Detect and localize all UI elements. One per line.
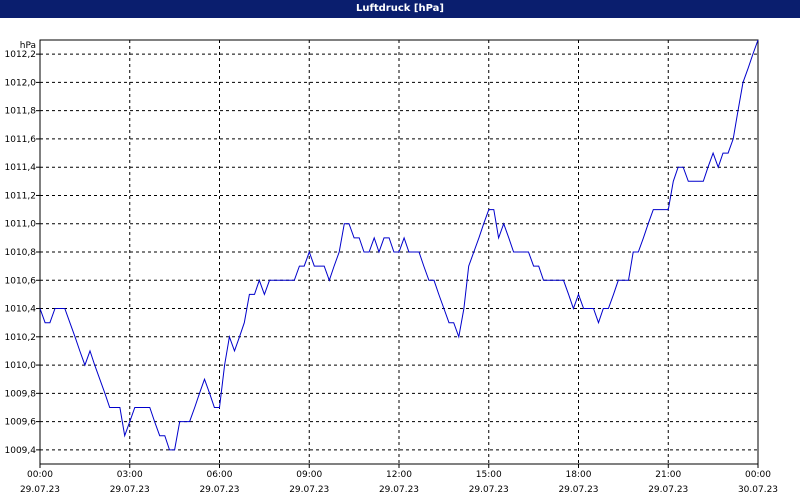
x-tick-date: 29.07.23	[110, 485, 150, 495]
y-tick-label: 1010,4	[5, 305, 37, 315]
series	[39, 39, 759, 451]
x-tick-date: 29.07.23	[379, 485, 419, 495]
y-tick-label: 1011,4	[5, 163, 37, 173]
x-tick-time: 12:00	[386, 470, 412, 480]
x-tick-date: 29.07.23	[558, 485, 598, 495]
x-tick-date: 29.07.23	[648, 485, 688, 495]
chart-title: Luftdruck [hPa]	[0, 0, 800, 18]
x-tick-time: 03:00	[117, 470, 143, 480]
y-tick-label: 1011,0	[5, 220, 37, 230]
y-tick-label: 1009,4	[5, 446, 37, 456]
x-tick-date: 29.07.23	[469, 485, 509, 495]
y-axis-label: hPa	[20, 41, 36, 51]
x-tick-time: 00:00	[745, 470, 771, 480]
x-tick-date: 30.07.23	[738, 485, 778, 495]
x-tick-time: 18:00	[566, 470, 592, 480]
x-tick-date: 29.07.23	[20, 485, 60, 495]
y-tick-label: 1009,6	[5, 418, 37, 428]
y-tick-label: 1009,8	[5, 389, 37, 399]
y-tick-label: 1010,6	[5, 276, 37, 286]
y-tick-label: 1011,6	[5, 135, 37, 145]
x-tick-time: 15:00	[476, 470, 502, 480]
y-axis-ticks: 1009,4 1009,6 1009,8 1010,0 1010,2 1010,4 1010…	[5, 50, 40, 456]
x-tick-time: 21:00	[655, 470, 681, 480]
y-tick-label: 1012,0	[5, 78, 37, 88]
x-tick-date: 29.07.23	[289, 485, 329, 495]
x-tick-date: 29.07.23	[199, 485, 239, 495]
y-tick-label: 1012,2	[5, 50, 37, 60]
x-tick-time: 06:00	[207, 470, 233, 480]
y-tick-label: 1011,8	[5, 107, 37, 117]
y-tick-label: 1010,0	[5, 361, 37, 371]
x-axis-ticks: 00:00 29.07.23 03:00 29.07.23 06:00 29.07.23 0…	[20, 464, 778, 495]
y-tick-label: 1010,8	[5, 248, 37, 258]
y-tick-label: 1010,2	[5, 333, 37, 343]
x-tick-time: 00:00	[27, 470, 53, 480]
y-tick-label: 1011,2	[5, 191, 37, 201]
x-tick-time: 09:00	[296, 470, 322, 480]
pressure-line-chart: 1009,4 1009,6 1009,8 1010,0 1010,2 1010,4 1010…	[5, 39, 778, 495]
pressure-series-line	[39, 39, 759, 451]
